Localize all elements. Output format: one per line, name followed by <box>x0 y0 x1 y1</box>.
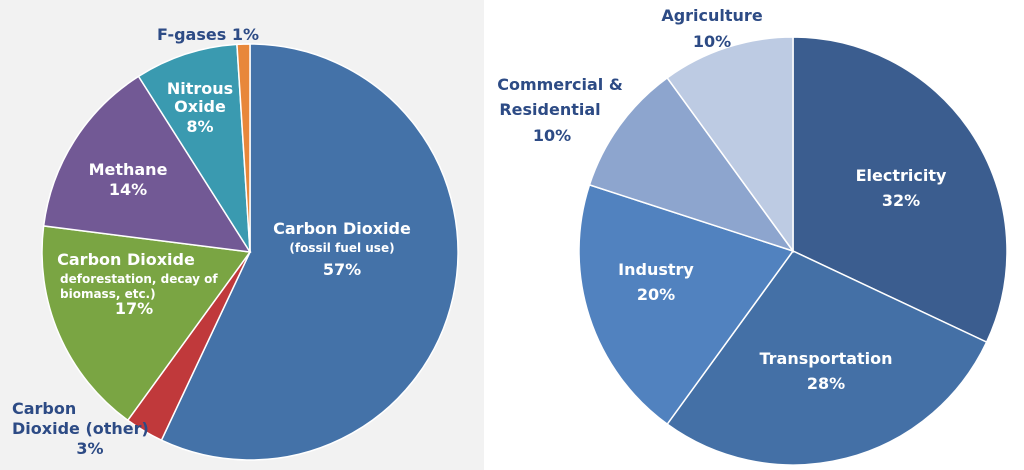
commercial-residential-label-line2: Residential <box>499 100 600 119</box>
methane-label: Methane <box>89 160 168 179</box>
gas-pie-slice-methane-3 <box>42 75 252 253</box>
co2-fossil-label: Carbon Dioxide <box>273 219 411 238</box>
gas-pie-panel: Carbon Dioxide (fossil fuel use) 57% Car… <box>0 0 484 470</box>
transportation-value: 28% <box>807 374 845 393</box>
f-gases-label: F-gases 1% <box>157 25 259 44</box>
electricity-value: 32% <box>882 191 920 210</box>
sector-pie-slice-transportation-1 <box>666 250 988 466</box>
sector-pie-slice-industry-2 <box>578 183 795 426</box>
sector-pie-slice-agriculture-4 <box>666 36 794 254</box>
co2-other-label-line2: Dioxide (other) <box>12 419 149 438</box>
sector-pie-slice-electricity-0 <box>792 36 1008 344</box>
agriculture-value: 10% <box>693 32 731 51</box>
co2-deforestation-value: 17% <box>115 299 153 318</box>
commercial-residential-value: 10% <box>533 126 571 145</box>
sector-pie-panel: Electricity 32% Transportation 28% Indus… <box>487 0 1024 470</box>
nitrous-oxide-value: 8% <box>186 117 213 136</box>
industry-label: Industry <box>618 260 694 279</box>
co2-fossil-sublabel: (fossil fuel use) <box>289 241 394 255</box>
co2-deforestation-label: Carbon Dioxide <box>57 250 195 269</box>
nitrous-oxide-label-line1: Nitrous <box>167 79 233 98</box>
co2-other-value: 3% <box>76 439 103 458</box>
gas-pie-slice-f-gases-1-5 <box>236 43 251 253</box>
co2-other-label-line1: Carbon <box>12 399 76 418</box>
sector-pie-slice-commercial-residential-3 <box>588 76 795 253</box>
electricity-label: Electricity <box>856 166 947 185</box>
gas-pie-slice-nitrous-oxide-4 <box>137 43 251 253</box>
co2-deforestation-sublabel: biomass, etc.) <box>60 287 156 301</box>
commercial-residential-label-line1: Commercial & <box>497 75 623 94</box>
co2-deforestation-sublabel: deforestation, decay of <box>60 272 218 286</box>
gas-pie-slice-carbon-dioxide-2 <box>41 225 252 422</box>
gas-pie-slice-carbon-dioxide-0 <box>160 43 459 461</box>
nitrous-oxide-label-line2: Oxide <box>174 97 226 116</box>
transportation-label: Transportation <box>759 349 892 368</box>
industry-value: 20% <box>637 285 675 304</box>
co2-fossil-value: 57% <box>323 260 361 279</box>
methane-value: 14% <box>109 180 147 199</box>
sector-pie-chart: Electricity 32% Transportation 28% Indus… <box>497 6 1008 466</box>
gas-pie-chart: Carbon Dioxide (fossil fuel use) 57% Car… <box>12 25 459 461</box>
agriculture-label: Agriculture <box>661 6 763 25</box>
